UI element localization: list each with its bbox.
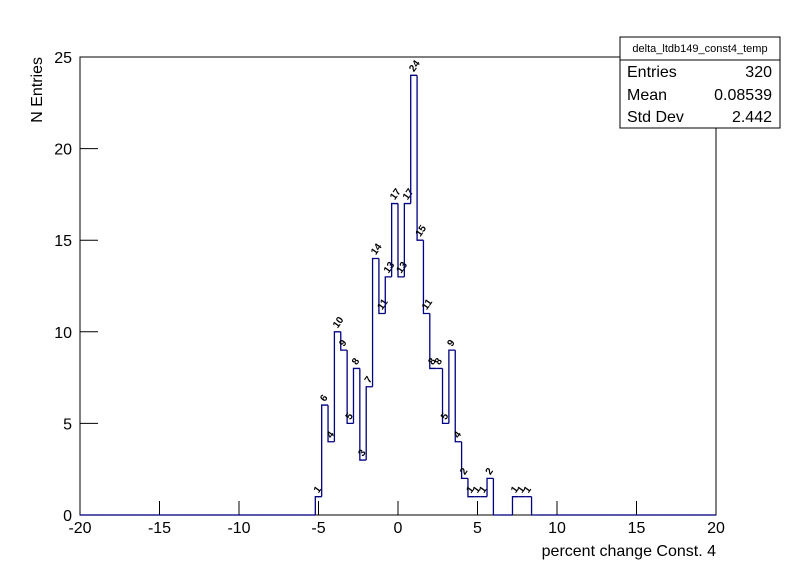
histogram-bin	[403, 202, 411, 277]
data-label: 15	[414, 223, 430, 239]
x-tick-label: 5	[473, 520, 482, 537]
x-axis-label: percent change Const. 4	[542, 543, 716, 560]
histogram-bin	[492, 478, 500, 516]
histogram-bin	[397, 203, 405, 278]
histogram-bin	[365, 386, 373, 461]
histogram-bin	[346, 350, 354, 425]
data-label: 5	[439, 411, 451, 422]
stats-value: 320	[745, 64, 772, 81]
histogram-bin	[352, 367, 360, 424]
histogram-bin	[378, 258, 386, 315]
data-label: 11	[376, 297, 391, 312]
stats-frame	[619, 36, 781, 129]
x-tick-label: -10	[227, 520, 250, 537]
histogram-bin	[448, 349, 456, 424]
data-label: 7	[363, 374, 375, 385]
data-label: 9	[337, 338, 349, 349]
histogram-bin	[384, 276, 392, 314]
data-label: 1	[509, 484, 521, 495]
histogram-bin	[429, 313, 437, 370]
data-label: 1	[477, 484, 489, 495]
y-tick-label: 5	[63, 416, 72, 433]
x-tick-label: 0	[394, 520, 403, 537]
histogram-bin	[486, 477, 494, 497]
data-label: 1	[522, 484, 534, 495]
stats-value: 0.08539	[714, 87, 772, 104]
histogram-bin	[314, 496, 322, 515]
data-label: 8	[350, 356, 362, 367]
stats-key: Std Dev	[627, 109, 684, 126]
data-label: 1	[515, 484, 527, 495]
histogram-bin	[327, 405, 335, 443]
x-tick-label: -5	[311, 520, 325, 537]
x-tick-label: -20	[68, 520, 91, 537]
y-tick-label: 25	[54, 50, 72, 67]
data-label: 4	[452, 429, 464, 440]
data-label: 9	[446, 338, 458, 349]
data-label: 17	[401, 187, 417, 203]
data-label: 14	[369, 241, 385, 257]
histogram-bin	[371, 257, 379, 387]
histogram-bin	[390, 202, 398, 277]
histogram-bin	[321, 404, 329, 497]
stats-title: delta_ltdb149_const4_temp	[632, 43, 767, 55]
stats-box: delta_ltdb149_const4_temp Entries 320 Me…	[619, 36, 781, 129]
data-label: 13	[395, 260, 411, 276]
data-label: 11	[420, 297, 435, 312]
histogram-bin	[530, 496, 538, 516]
data-label: 1	[471, 484, 483, 495]
histogram-bin	[467, 478, 475, 498]
x-tick-label: 15	[628, 520, 646, 537]
stats-value: 2.442	[732, 109, 772, 126]
data-label: 24	[407, 58, 423, 74]
histogram-bin	[416, 75, 424, 241]
data-label: 5	[344, 411, 356, 422]
y-axis-label: N Entries	[29, 57, 46, 123]
stats-key: Entries	[627, 64, 677, 81]
x-tick-label: -15	[148, 520, 171, 537]
y-tick-label: 15	[54, 233, 72, 250]
histogram-bin	[410, 74, 418, 204]
y-tick-label: 0	[63, 508, 72, 525]
data-label: 2	[458, 466, 470, 477]
histogram-bin	[422, 240, 430, 315]
data-label: 4	[325, 429, 337, 440]
data-label: 3	[356, 448, 368, 459]
y-tick-label: 20	[54, 142, 72, 159]
stats-key: Mean	[627, 87, 667, 104]
histogram-bin	[359, 368, 367, 461]
histogram-bin	[511, 496, 519, 515]
histogram-bin	[441, 368, 449, 425]
data-label: 1	[312, 484, 324, 495]
data-label: 6	[318, 393, 330, 404]
histogram-bin	[454, 350, 462, 443]
x-tick-label: 10	[548, 520, 566, 537]
y-tick-label: 10	[54, 325, 72, 342]
histogram-bin	[460, 441, 468, 480]
histogram-bin	[340, 331, 348, 351]
data-label: 8	[433, 356, 445, 367]
data-label: 10	[331, 315, 347, 331]
data-label: 1	[465, 484, 477, 495]
histogram-bin	[333, 331, 341, 442]
x-tick-label: 20	[707, 520, 725, 537]
data-label: 8	[426, 356, 438, 367]
data-label: 2	[484, 466, 496, 477]
